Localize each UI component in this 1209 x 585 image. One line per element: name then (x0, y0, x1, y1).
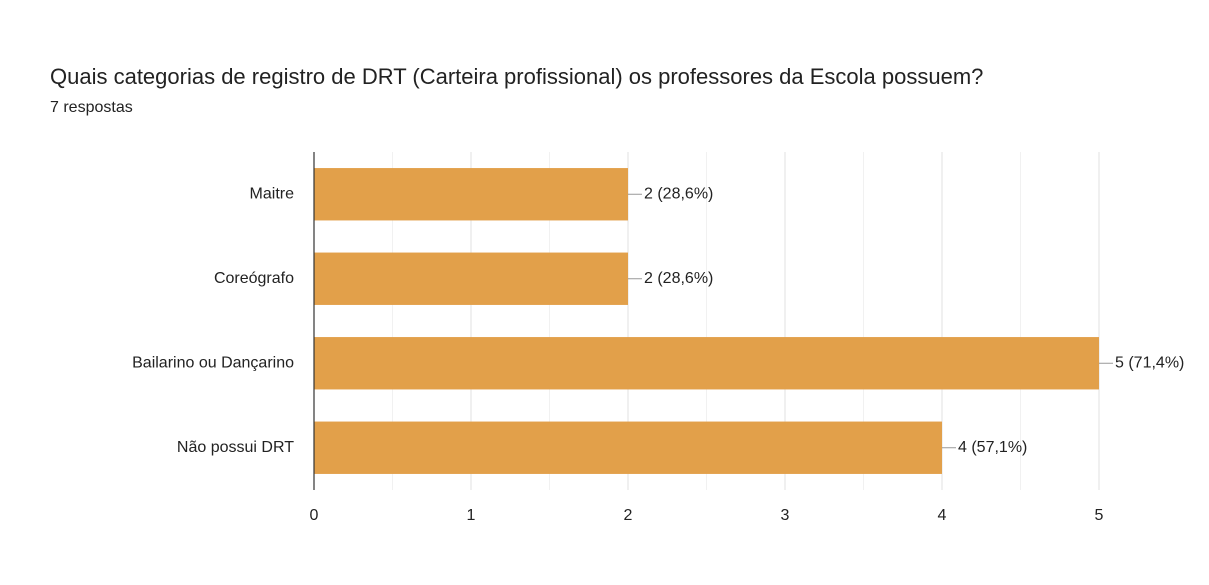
x-tick-label: 0 (310, 507, 319, 524)
x-tick-label: 3 (781, 507, 790, 524)
chart-title: Quais categorias de registro de DRT (Car… (50, 64, 983, 89)
y-tick-label: Maitre (250, 185, 295, 202)
bar (314, 252, 628, 305)
bar (314, 337, 1099, 390)
y-tick-label: Coreógrafo (214, 270, 294, 287)
x-tick-label: 1 (467, 507, 476, 524)
chart-subtitle: 7 respostas (50, 99, 133, 116)
x-tick-label: 4 (938, 507, 947, 524)
value-label: 4 (57,1%) (958, 439, 1027, 456)
y-tick-label: Bailarino ou Dançarino (132, 354, 294, 371)
value-label: 5 (71,4%) (1115, 354, 1184, 371)
bar (314, 168, 628, 221)
value-label: 2 (28,6%) (644, 270, 713, 287)
value-label: 2 (28,6%) (644, 185, 713, 202)
x-tick-label: 5 (1095, 507, 1104, 524)
x-tick-label: 2 (624, 507, 633, 524)
y-tick-label: Não possui DRT (177, 439, 294, 456)
bar (314, 421, 942, 474)
